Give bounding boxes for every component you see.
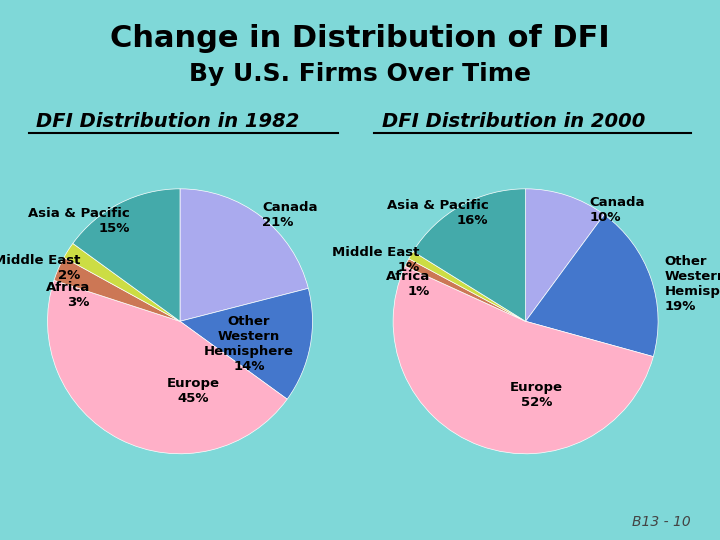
- Text: Europe
52%: Europe 52%: [510, 381, 563, 409]
- Text: Canada
21%: Canada 21%: [262, 201, 318, 229]
- Text: Other
Western
Hemisphere
14%: Other Western Hemisphere 14%: [204, 315, 294, 373]
- Wedge shape: [64, 244, 180, 321]
- Wedge shape: [73, 189, 180, 321]
- Text: Africa
1%: Africa 1%: [386, 270, 431, 298]
- Text: By U.S. Firms Over Time: By U.S. Firms Over Time: [189, 62, 531, 86]
- Text: Other
Western
Hemisphere
19%: Other Western Hemisphere 19%: [665, 255, 720, 313]
- Wedge shape: [405, 259, 526, 321]
- Wedge shape: [413, 189, 526, 321]
- Text: Europe
45%: Europe 45%: [167, 377, 220, 405]
- Wedge shape: [409, 252, 526, 321]
- Wedge shape: [54, 258, 180, 321]
- Text: Africa
3%: Africa 3%: [45, 281, 90, 309]
- Text: Middle East
2%: Middle East 2%: [0, 254, 81, 282]
- Wedge shape: [48, 280, 287, 454]
- Text: Canada
10%: Canada 10%: [589, 196, 644, 224]
- Wedge shape: [393, 266, 653, 454]
- Text: Asia & Pacific
16%: Asia & Pacific 16%: [387, 199, 488, 227]
- Wedge shape: [180, 189, 308, 321]
- Text: DFI Distribution in 2000: DFI Distribution in 2000: [382, 112, 645, 131]
- Wedge shape: [180, 288, 312, 399]
- Wedge shape: [526, 214, 658, 356]
- Text: B13 - 10: B13 - 10: [632, 515, 691, 529]
- Text: Middle East
1%: Middle East 1%: [332, 246, 420, 274]
- Text: Change in Distribution of DFI: Change in Distribution of DFI: [110, 24, 610, 53]
- Wedge shape: [526, 189, 604, 321]
- Text: DFI Distribution in 1982: DFI Distribution in 1982: [36, 112, 300, 131]
- Text: Asia & Pacific
15%: Asia & Pacific 15%: [28, 207, 130, 234]
